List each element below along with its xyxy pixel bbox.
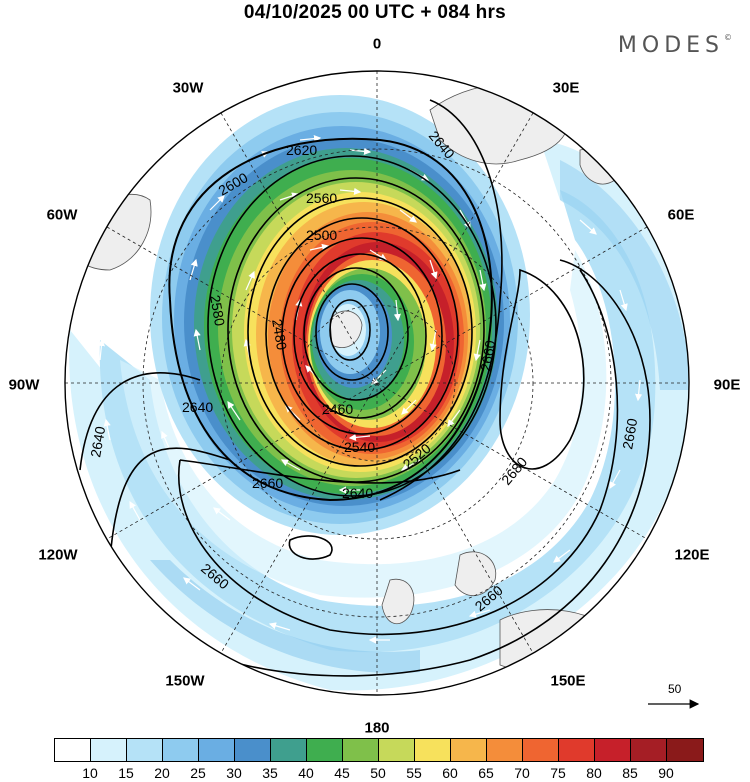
- colorbar-tick-label: 85: [622, 765, 638, 781]
- colorbar-swatch: [379, 739, 415, 761]
- colorbar-swatch: [235, 739, 271, 761]
- colorbar-tick-label: 40: [298, 765, 314, 781]
- colorbar-tick-label: 75: [550, 765, 566, 781]
- colorbar-swatch: [523, 739, 559, 761]
- colorbar-swatch: [271, 739, 307, 761]
- colorbar-swatch: [415, 739, 451, 761]
- chart-title: 04/10/2025 00 UTC + 084 hrs: [243, 2, 507, 23]
- lon-label-120e: 120E: [674, 546, 710, 564]
- lon-label-60w: 60W: [46, 206, 78, 224]
- colorbar-swatch: [199, 739, 235, 761]
- wind-reference-label: 50: [668, 682, 682, 696]
- colorbar-swatch: [595, 739, 631, 761]
- lon-label-30w: 30W: [172, 79, 204, 97]
- lon-label-90w: 90W: [8, 376, 40, 394]
- contour-label: 2500: [306, 227, 337, 243]
- wind-reference-arrow: [648, 699, 700, 709]
- lon-label-150w: 150W: [165, 672, 205, 690]
- brand-logo: MODES©: [618, 33, 732, 58]
- colorbar-tick-label: 90: [658, 765, 674, 781]
- graticule: [65, 71, 689, 695]
- colorbar-swatch: [631, 739, 667, 761]
- height-contours: [79, 99, 651, 677]
- colorbar-tick-label: 55: [406, 765, 422, 781]
- colorbar-swatch: [55, 739, 91, 761]
- contour-label: 2640: [182, 399, 213, 415]
- colorbar-tick-label: 35: [262, 765, 278, 781]
- contour-label: 2660: [477, 339, 498, 373]
- colorbar-swatch: [487, 739, 523, 761]
- colorbar-tick-label: 70: [514, 765, 530, 781]
- lon-label-0: 0: [372, 35, 382, 53]
- colorbar-tick-label: 30: [226, 765, 242, 781]
- colorbar-swatch: [667, 739, 703, 761]
- contour-label: 2640: [87, 425, 108, 459]
- colorbar-swatch: [559, 739, 595, 761]
- lon-label-120w: 120W: [38, 546, 78, 564]
- contour-label: 2660: [619, 417, 640, 451]
- colorbar-swatch: [127, 739, 163, 761]
- colorbar-ticks: 10 15 20 25 30 35 40 45 50 55 60 65 70 75 80 85 90: [54, 765, 701, 782]
- contour-label: 2580: [207, 294, 228, 328]
- colorbar-tick-label: 65: [478, 765, 494, 781]
- contour-label: 2560: [306, 190, 337, 206]
- colorbar-tick-label: 10: [82, 765, 98, 781]
- lon-label-30e: 30E: [552, 79, 580, 97]
- contour-label: 2540: [344, 439, 375, 455]
- colorbar-tick-label: 50: [370, 765, 386, 781]
- colorbar-tick-label: 25: [190, 765, 206, 781]
- wind-reference: 50: [648, 682, 706, 712]
- contour-label: 2460: [322, 401, 353, 417]
- contour-label: 2640: [342, 485, 373, 501]
- contour-label: 2660: [252, 475, 283, 491]
- map-boundary: [64, 70, 690, 696]
- colorbar-tick-label: 80: [586, 765, 602, 781]
- colorbar-swatch: [163, 739, 199, 761]
- colorbar-tick-label: 20: [154, 765, 170, 781]
- copyright-mark: ©: [724, 33, 732, 42]
- colorbar-swatch: [343, 739, 379, 761]
- colorbar-swatch: [91, 739, 127, 761]
- colorbar-tick-label: 15: [118, 765, 134, 781]
- contour-label: 2480: [269, 318, 290, 352]
- lon-label-180: 180: [364, 719, 390, 737]
- brand-name: MODES: [617, 33, 724, 58]
- lon-label-150e: 150E: [550, 672, 586, 690]
- colorbar-tick-label: 45: [334, 765, 350, 781]
- colorbar: [54, 738, 704, 762]
- colorbar-swatch: [307, 739, 343, 761]
- colorbar-swatch: [451, 739, 487, 761]
- lon-label-90e: 90E: [713, 376, 741, 394]
- contour-label: 2620: [286, 142, 317, 158]
- colorbar-tick-label: 60: [442, 765, 458, 781]
- lon-label-60e: 60E: [667, 206, 695, 224]
